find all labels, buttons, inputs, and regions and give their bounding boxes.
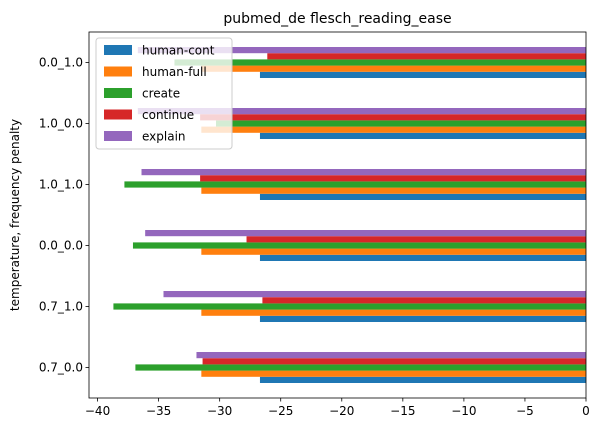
bar-continue-1.0_1.0 (200, 175, 586, 182)
bar-human-full-0.7_0.0 (201, 370, 586, 377)
bar-explain-0.7_0.0 (196, 352, 586, 359)
bar-human-cont-0.7_1.0 (259, 315, 586, 322)
y-tick-label: 1.0_1.0 (39, 178, 83, 192)
bar-human-full-1.0_1.0 (201, 187, 586, 194)
chart-title: pubmed_de flesch_reading_ease (223, 11, 451, 27)
x-tick-label: −30 (207, 404, 232, 418)
y-tick-label: 0.7_1.0 (39, 300, 83, 314)
legend-label-continue: continue (142, 108, 194, 122)
bar-explain-0.7_1.0 (163, 291, 587, 298)
bar-create-0.0_0.0 (132, 242, 586, 249)
bar-human-cont-1.0_0.0 (259, 132, 586, 139)
x-tick-label: −15 (390, 404, 415, 418)
bar-continue-0.0_1.0 (267, 53, 586, 60)
bar-explain-1.0_1.0 (141, 169, 586, 176)
legend-label-human-full: human-full (142, 65, 207, 79)
bar-human-full-1.0_0.0 (201, 126, 586, 133)
bar-create-1.0_0.0 (216, 120, 586, 127)
bar-continue-0.0_0.0 (246, 236, 586, 243)
legend-label-create: create (142, 87, 180, 101)
legend-swatch-explain (104, 131, 132, 141)
x-tick-label: −10 (451, 404, 476, 418)
legend-frame (95, 37, 233, 150)
y-axis-label: temperature, frequency penalty (8, 119, 22, 311)
bar-continue-0.7_1.0 (262, 297, 586, 304)
bar-explain-0.0_1.0 (137, 47, 586, 54)
x-tick-label: −25 (268, 404, 293, 418)
bar-human-full-0.0_1.0 (201, 65, 586, 72)
bar-human-cont-0.0_1.0 (259, 71, 586, 78)
bars-layer (113, 47, 587, 383)
bar-create-0.7_0.0 (135, 364, 586, 371)
legend-swatch-human-cont (104, 45, 132, 55)
x-axis-ticks: −40 −35 −30 −25 −20 −15 −10 −5 0 (85, 398, 590, 418)
y-tick-label: 0.0_0.0 (39, 239, 83, 253)
legend-swatch-continue (104, 109, 132, 120)
bar-explain-1.0_0.0 (137, 108, 586, 115)
bar-continue-0.7_0.0 (202, 358, 586, 365)
plot-frame (88, 31, 587, 399)
bar-create-1.0_1.0 (124, 181, 586, 188)
x-tick-label: −5 (516, 404, 534, 418)
x-tick-label: −20 (329, 404, 354, 418)
bar-create-0.0_1.0 (174, 59, 587, 66)
legend-label-human-cont: human-cont (142, 44, 215, 58)
legend-label-explain: explain (142, 130, 186, 144)
bar-explain-0.0_0.0 (145, 230, 587, 237)
bar-human-cont-1.0_1.0 (259, 193, 586, 200)
y-axis-ticks: 0.7_0.0 0.7_1.0 0.0_0.0 1.0_1.0 1.0_0.0 0.0_1… (39, 56, 89, 375)
legend-swatch-human-full (104, 66, 132, 77)
x-tick-label: −35 (146, 404, 171, 418)
bar-create-0.7_1.0 (113, 303, 587, 310)
bar-continue-1.0_0.0 (200, 114, 586, 121)
legend: human-cont human-full create continue explai… (95, 37, 233, 150)
y-tick-label: 1.0_0.0 (39, 117, 83, 131)
y-tick-label: 0.0_1.0 (39, 56, 83, 70)
x-tick-label: 0 (582, 404, 590, 418)
legend-swatch-create (104, 88, 132, 98)
bar-human-full-0.7_1.0 (201, 309, 586, 316)
bar-human-cont-0.7_0.0 (259, 376, 586, 383)
bar-human-full-0.0_0.0 (201, 248, 586, 255)
x-tick-label: −40 (85, 404, 110, 418)
bar-human-cont-0.0_0.0 (259, 254, 586, 261)
y-tick-label: 0.7_0.0 (39, 361, 83, 375)
